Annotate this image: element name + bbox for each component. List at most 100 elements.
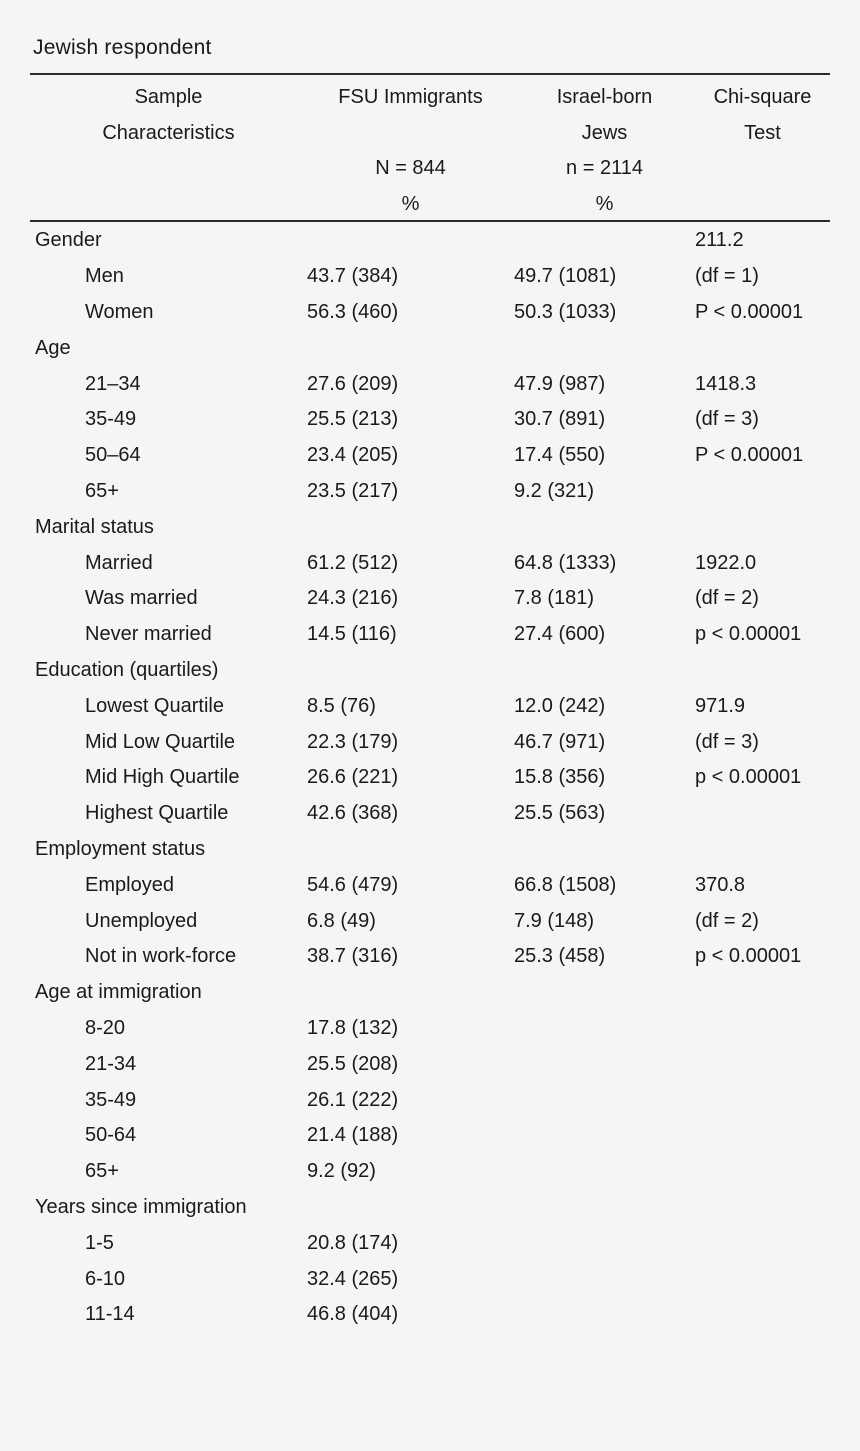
fsu-value: 32.4 (265) (307, 1267, 399, 1290)
header-cell-percent-israel: % (595, 192, 614, 215)
chi-value: 1418.3 (695, 372, 757, 395)
chi-value: 370.8 (695, 873, 746, 896)
header-cell-n-844: N = 844 (375, 157, 446, 180)
header-row-4: % % (30, 187, 830, 223)
fsu-value: 20.8 (174) (307, 1231, 399, 1254)
header-cell-characteristics: Characteristics (102, 121, 235, 144)
chi-value: P < 0.00001 (695, 444, 804, 467)
row-label: 35-49 (85, 1088, 137, 1111)
fsu-value: 38.7 (316) (307, 945, 399, 968)
fsu-value: 22.3 (179) (307, 730, 399, 753)
table-row: Not in work-force 38.7 (316) 25.3 (458) p <… (30, 939, 830, 975)
table-header: Sample FSU Immigrants Israel-born Chi-sq… (30, 75, 830, 222)
section-row: Education (quartiles) (30, 653, 830, 689)
row-label: Men (85, 265, 124, 288)
page-title: Jewish respondent (33, 36, 212, 59)
chi-value: 1922.0 (695, 551, 757, 574)
chi-value: (df = 1) (695, 265, 759, 288)
chi-value: (df = 3) (695, 408, 759, 431)
table-row: 65+ 23.5 (217) 9.2 (321) (30, 474, 830, 510)
table-row: Mid Low Quartile 22.3 (179) 46.7 (971) (df … (30, 724, 830, 760)
fsu-value: 26.6 (221) (307, 766, 399, 789)
table-row: 1-5 20.8 (174) (30, 1225, 830, 1261)
row-label: 50-64 (85, 1124, 137, 1147)
chi-value: 211.2 (695, 229, 744, 252)
header-cell-test: Test (744, 121, 781, 144)
israel-value: 47.9 (987) (514, 372, 606, 395)
table-row: Married 61.2 (512) 64.8 (1333) 1922.0 (30, 545, 830, 581)
row-label: Marital status (35, 515, 154, 538)
fsu-value: 26.1 (222) (307, 1088, 399, 1111)
row-label: Not in work-force (85, 945, 237, 968)
row-label: Age (35, 336, 71, 359)
header-row-3: N = 844 n = 2114 (30, 151, 830, 187)
israel-value: 25.5 (563) (514, 802, 606, 825)
fsu-value: 27.6 (209) (307, 372, 399, 395)
table-row: 35-49 26.1 (222) (30, 1082, 830, 1118)
fsu-value: 56.3 (460) (307, 300, 399, 323)
header-cell-n-2114: n = 2114 (566, 157, 643, 180)
section-row: Employment status (30, 832, 830, 868)
table-row: 50-64 21.4 (188) (30, 1118, 830, 1154)
row-label: Was married (85, 587, 198, 610)
table-row: 11-14 46.8 (404) (30, 1297, 830, 1333)
israel-value: 49.7 (1081) (514, 265, 617, 288)
israel-value: 9.2 (321) (514, 479, 595, 502)
row-label: Employed (85, 873, 174, 896)
table-row: Was married 24.3 (216) 7.8 (181) (df = 2) (30, 581, 830, 617)
israel-value: 7.9 (148) (514, 909, 595, 932)
israel-value: 12.0 (242) (514, 694, 606, 717)
table-row: Highest Quartile 42.6 (368) 25.5 (563) (30, 796, 830, 832)
table-row: Lowest Quartile 8.5 (76) 12.0 (242) 971.9 (30, 688, 830, 724)
israel-value: 66.8 (1508) (514, 873, 617, 896)
row-label: 50–64 (85, 444, 141, 467)
section-row: Age at immigration (30, 975, 830, 1011)
row-label: Gender (35, 229, 102, 252)
section-row: Marital status (30, 509, 830, 545)
fsu-value: 25.5 (213) (307, 408, 399, 431)
row-label: 65+ (85, 1160, 119, 1183)
chi-value: (df = 2) (695, 587, 759, 610)
header-rule (30, 220, 830, 222)
table-row: 50–64 23.4 (205) 17.4 (550) P < 0.00001 (30, 438, 830, 474)
table-row: 35-49 25.5 (213) 30.7 (891) (df = 3) (30, 402, 830, 438)
header-cell-jews: Jews (581, 121, 628, 144)
row-label: Education (quartiles) (35, 658, 219, 681)
fsu-value: 61.2 (512) (307, 551, 399, 574)
row-label: Lowest Quartile (85, 694, 224, 717)
fsu-value: 14.5 (116) (307, 623, 397, 646)
row-label: Employment status (35, 837, 206, 860)
fsu-value: 46.8 (404) (307, 1303, 399, 1326)
israel-value: 64.8 (1333) (514, 551, 617, 574)
header-cell-israel-born: Israel-born (556, 86, 653, 109)
header-cell-chi-square: Chi-square (713, 86, 812, 109)
header-cell-sample: Sample (134, 86, 203, 109)
israel-value: 7.8 (181) (514, 587, 595, 610)
chi-value: (df = 2) (695, 909, 759, 932)
israel-value: 27.4 (600) (514, 623, 606, 646)
fsu-value: 17.8 (132) (307, 1016, 399, 1039)
chi-value: p < 0.00001 (695, 623, 802, 646)
israel-value: 50.3 (1033) (514, 300, 617, 323)
fsu-value: 6.8 (49) (307, 909, 376, 932)
chi-value: P < 0.00001 (695, 300, 804, 323)
header-row-1: Sample FSU Immigrants Israel-born Chi-sq… (30, 80, 830, 116)
fsu-value: 21.4 (188) (307, 1124, 399, 1147)
israel-value: 46.7 (971) (514, 730, 606, 753)
header-row-2: Characteristics Jews Test (30, 116, 830, 152)
table-row: 6-10 32.4 (265) (30, 1261, 830, 1297)
row-label: 1-5 (85, 1231, 114, 1254)
row-label: 21–34 (85, 372, 141, 395)
fsu-value: 9.2 (92) (307, 1160, 376, 1183)
fsu-value: 54.6 (479) (307, 873, 399, 896)
row-label: 21-34 (85, 1052, 137, 1075)
table-row: Unemployed 6.8 (49) 7.9 (148) (df = 2) (30, 903, 830, 939)
section-row: Age (30, 330, 830, 366)
row-label: 65+ (85, 479, 119, 502)
fsu-value: 42.6 (368) (307, 802, 399, 825)
row-label: 8-20 (85, 1016, 126, 1039)
table-row: Men 43.7 (384) 49.7 (1081) (df = 1) (30, 259, 830, 295)
row-label: Years since immigration (35, 1195, 247, 1218)
row-label: 6-10 (85, 1267, 126, 1290)
